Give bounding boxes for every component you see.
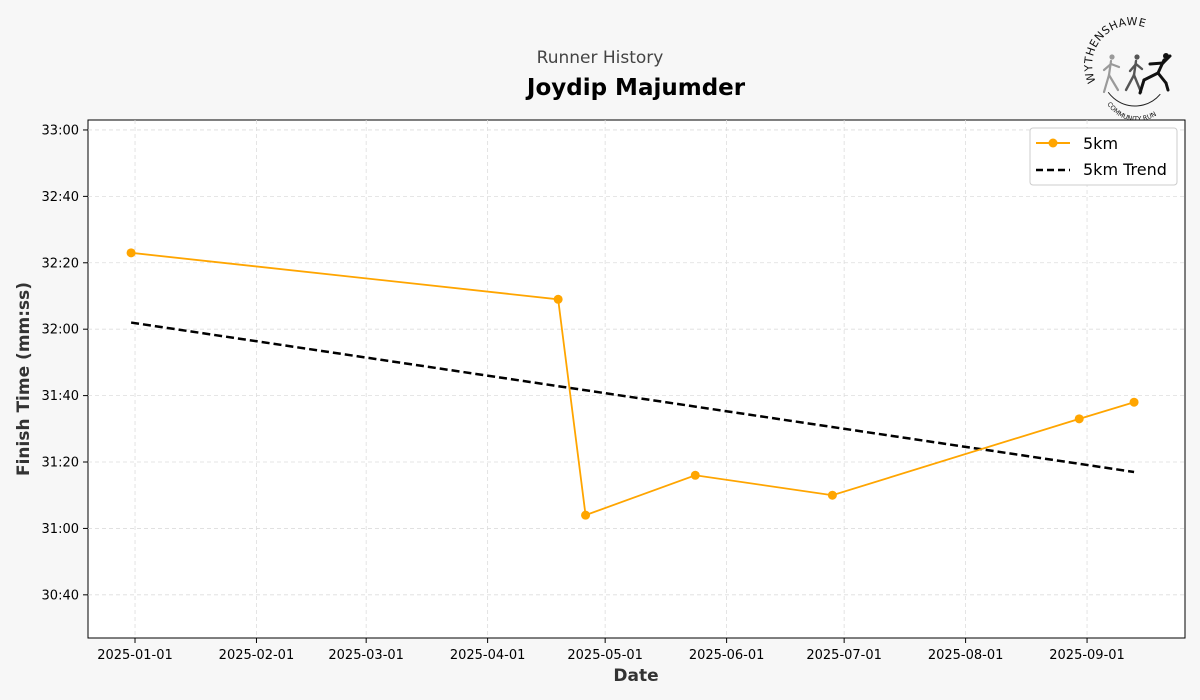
series-5km-point: [827, 490, 837, 500]
runners-icon: [1102, 53, 1172, 95]
chart-title: Joydip Majumder: [525, 75, 746, 101]
y-tick-label: 31:20: [42, 456, 79, 471]
series-layer: [126, 248, 1139, 520]
series-5km-point: [1074, 414, 1084, 424]
x-tick-label: 2025-03-01: [328, 648, 404, 663]
chart-subtitle: Runner History: [537, 48, 664, 68]
legend: 5km 5km Trend: [1029, 127, 1178, 186]
y-tick-label: 32:00: [42, 323, 79, 338]
legend-5km-marker: [1048, 138, 1058, 148]
series-5km-point: [1129, 397, 1139, 407]
y-tick-label: 31:40: [42, 389, 79, 404]
x-tick-label: 2025-09-01: [1049, 648, 1125, 663]
series-5km-point: [553, 294, 563, 304]
x-tick-label: 2025-02-01: [219, 648, 295, 663]
y-axis-title: Finish Time (mm:ss): [14, 282, 34, 476]
wythenshawe-logo: WYTHENSHAWE COMMUNITY RUN: [1082, 15, 1172, 123]
legend-5km-label: 5km: [1083, 134, 1118, 153]
x-tick-label: 2025-07-01: [806, 648, 882, 663]
x-tick-label: 2025-01-01: [97, 648, 173, 663]
x-tick-label: 2025-06-01: [689, 648, 765, 663]
x-tick-label: 2025-08-01: [928, 648, 1004, 663]
x-tick-label: 2025-04-01: [450, 648, 526, 663]
series-5km-point: [690, 470, 700, 480]
y-tick-label: 30:40: [42, 588, 79, 603]
x-axis-title: Date: [613, 666, 658, 686]
grid-lines: [88, 120, 1185, 638]
plot-area: [87, 119, 1186, 639]
series-5km-point: [126, 248, 136, 258]
y-tick-label: 32:20: [42, 256, 79, 271]
y-tick-label: 32:40: [42, 190, 79, 205]
x-tick-label: 2025-05-01: [567, 648, 643, 663]
series-5km-point: [581, 510, 591, 520]
y-axis-ticks: 30:40 31:00 31:20 31:40 32:00 32:20 32:40 33:00: [42, 123, 88, 603]
y-tick-label: 33:00: [42, 123, 79, 138]
series-5km-trend-line: [130, 321, 1135, 474]
logo-top-text: WYTHENSHAWE: [1082, 15, 1148, 85]
y-tick-label: 31:00: [42, 522, 79, 537]
x-axis-ticks: 2025-01-01 2025-02-01 2025-03-01 2025-04-01…: [97, 638, 1125, 663]
legend-trend-label: 5km Trend: [1083, 160, 1167, 179]
